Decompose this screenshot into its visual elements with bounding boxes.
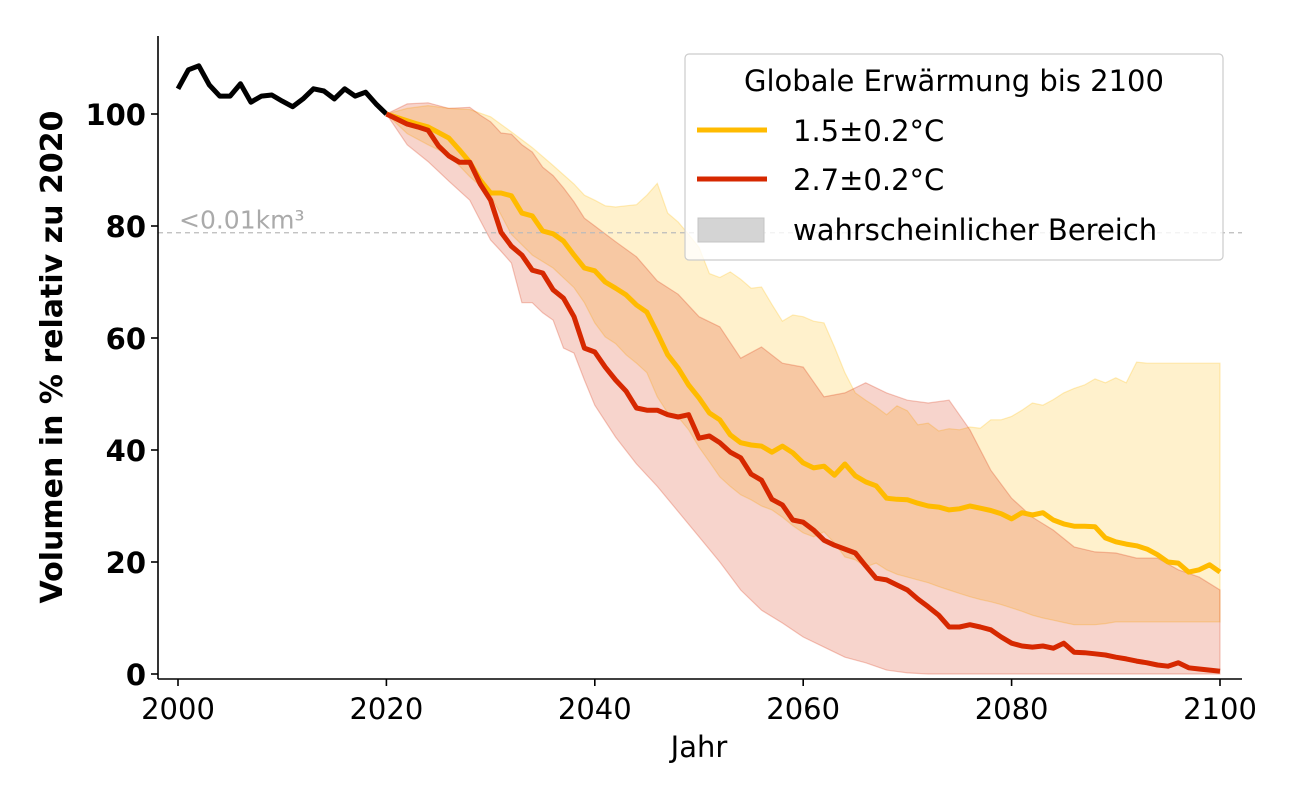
y-tick-label: 40	[106, 434, 146, 468]
legend-title: Globale Erwärmung bis 2100	[744, 64, 1164, 98]
x-tick-label: 2040	[558, 692, 632, 726]
y-axis-title: Volumen in % relativ zu 2020	[35, 111, 70, 604]
legend-frame	[684, 53, 1224, 261]
x-tick-label: 2060	[766, 692, 840, 726]
x-tick-label: 2080	[975, 692, 1049, 726]
line-historical	[175, 63, 389, 116]
legend-label-2-7: 2.7±0.2°C	[793, 163, 944, 197]
x-tick-label: 2100	[1183, 692, 1257, 726]
x-axis-title: Jahr	[669, 730, 728, 764]
band-1-5	[385, 104, 1221, 626]
reference-line-label: <0.01km³	[179, 206, 304, 235]
y-axis-ticks: 0 20 40 60 80 100	[85, 98, 158, 692]
y-tick-label: 20	[106, 546, 146, 580]
x-tick-label: 2020	[349, 692, 423, 726]
legend-swatch-range	[697, 217, 765, 243]
y-tick-label: 80	[106, 210, 146, 244]
line-1-5	[385, 111, 1222, 575]
y-tick-label: 60	[106, 322, 146, 356]
x-tick-label: 2000	[141, 692, 215, 726]
series-lines	[175, 63, 1222, 674]
line-2-7	[385, 111, 1221, 674]
band-2-7	[385, 102, 1221, 675]
legend: Globale Erwärmung bis 2100 1.5±0.2°C 2.7…	[684, 53, 1224, 261]
axes	[157, 36, 1242, 680]
x-axis-ticks: 2000 2020 2040 2060 2080 2100	[141, 679, 1257, 726]
y-tick-label: 0	[126, 658, 146, 692]
uncertainty-bands	[385, 102, 1221, 675]
legend-label-1-5: 1.5±0.2°C	[793, 114, 944, 148]
y-tick-label: 100	[85, 98, 146, 132]
legend-label-range: wahrscheinlicher Bereich	[793, 213, 1157, 247]
